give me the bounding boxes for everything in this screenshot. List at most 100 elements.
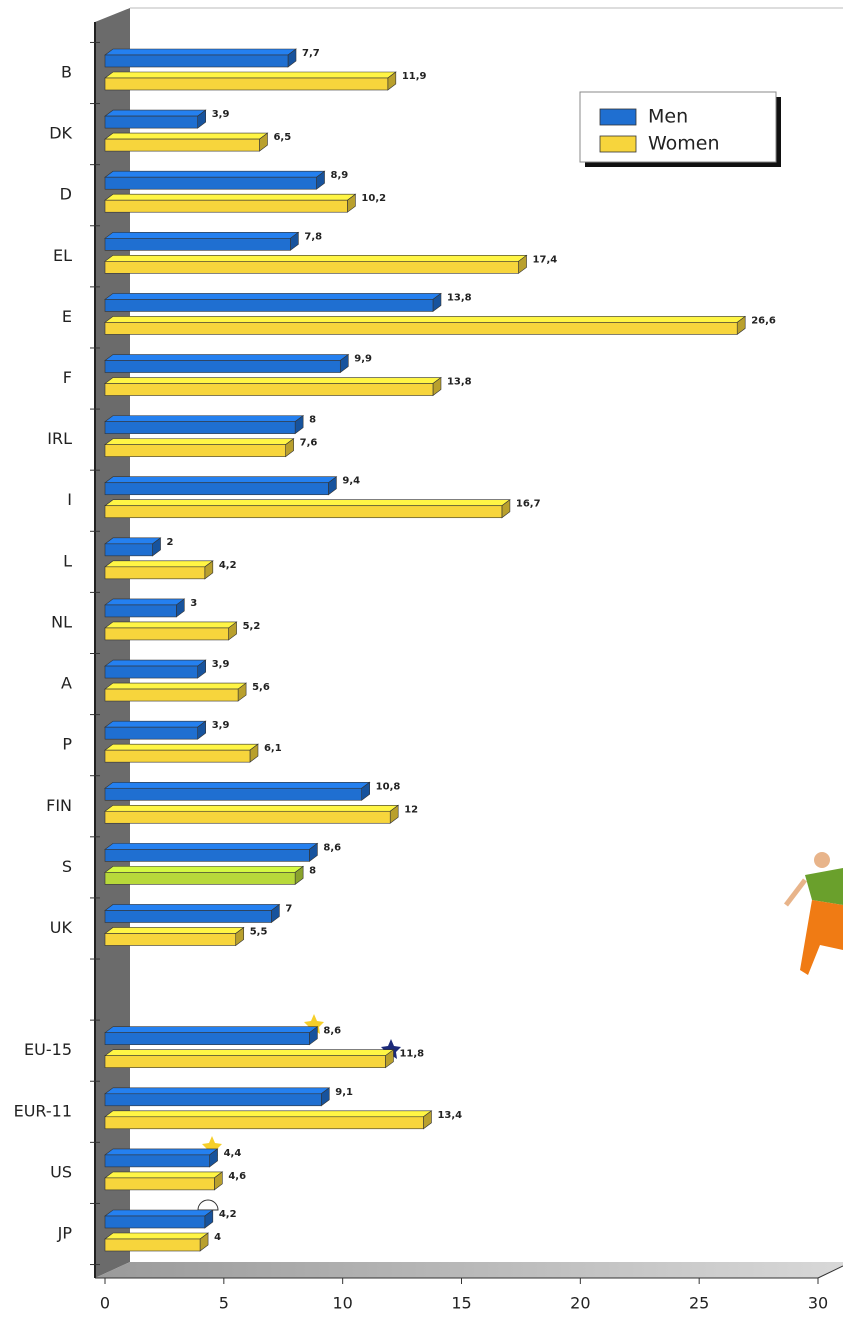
bar-top — [104, 720, 207, 728]
bar-top — [104, 843, 319, 850]
bar — [104, 505, 503, 519]
bar — [104, 1032, 310, 1045]
bar-top — [104, 1026, 319, 1033]
x-tick-label: 15 — [451, 1294, 471, 1313]
bar-top — [104, 1209, 214, 1217]
value-label: 8,6 — [323, 1026, 341, 1037]
value-label: 8,6 — [323, 842, 341, 853]
value-label: 4,4 — [224, 1148, 242, 1159]
bar — [104, 1177, 215, 1191]
bar — [104, 933, 237, 946]
bar — [104, 199, 348, 213]
bar — [104, 749, 251, 763]
bar — [104, 421, 296, 434]
bar — [104, 1238, 201, 1252]
value-label: 4,6 — [228, 1171, 246, 1182]
bar — [104, 1116, 424, 1130]
bar-top — [104, 1087, 331, 1095]
value-label: 9,4 — [342, 476, 360, 487]
value-label: 8,9 — [331, 170, 349, 181]
value-label: 11,8 — [399, 1049, 424, 1060]
value-label: 12 — [404, 804, 418, 815]
category-label: B — [61, 63, 72, 82]
value-label: 10,2 — [361, 193, 386, 204]
x-tick-label: 5 — [219, 1294, 229, 1313]
bar — [104, 482, 329, 496]
bar — [104, 566, 206, 580]
category-label: DK — [49, 124, 72, 143]
value-label: 6,5 — [273, 132, 291, 143]
bar-top — [104, 499, 511, 507]
value-label: 8 — [309, 865, 316, 876]
bar — [104, 238, 291, 251]
value-label: 17,4 — [533, 254, 558, 265]
category-label: EU-15 — [24, 1040, 72, 1059]
bar-top — [104, 1232, 209, 1240]
bar-top — [104, 377, 442, 384]
bar — [104, 1215, 206, 1229]
category-label: EUR-11 — [14, 1101, 72, 1120]
value-label: 7,8 — [304, 231, 322, 242]
category-label: A — [61, 674, 72, 693]
bar-top — [104, 598, 186, 606]
value-label: 26,6 — [751, 315, 776, 326]
bar — [104, 77, 389, 91]
bar — [104, 1093, 322, 1107]
bar — [104, 726, 198, 740]
bar — [104, 849, 310, 862]
legend: Men Women — [579, 91, 781, 167]
category-label: IRL — [47, 429, 72, 448]
value-label: 2 — [167, 537, 174, 548]
value-label: 4,2 — [219, 1209, 237, 1220]
bar-top — [104, 560, 214, 568]
value-label: 11,9 — [402, 71, 427, 82]
bar-top — [104, 415, 305, 422]
bar-top — [104, 866, 305, 873]
bar-top — [104, 232, 300, 239]
value-label: 8 — [309, 415, 316, 426]
value-label: 5,6 — [252, 682, 270, 693]
bar-top — [104, 71, 397, 79]
bar-top — [104, 354, 350, 361]
bar-top — [104, 132, 269, 140]
category-label: US — [50, 1162, 72, 1181]
bar — [104, 810, 391, 824]
category-label: FIN — [46, 796, 72, 815]
bar-top — [104, 1110, 433, 1118]
value-label: 16,7 — [516, 499, 541, 510]
bar — [104, 787, 362, 801]
bar-top — [104, 904, 281, 911]
runner — [784, 852, 843, 975]
bar — [104, 383, 434, 396]
legend-swatch — [599, 135, 637, 153]
bar — [104, 543, 153, 557]
category-label: UK — [50, 918, 73, 937]
bar-top — [104, 1171, 224, 1179]
floor — [95, 1262, 843, 1278]
x-tick-label: 25 — [689, 1294, 709, 1313]
category-label: S — [62, 857, 72, 876]
value-label: 3,9 — [212, 720, 230, 731]
value-label: 9,1 — [335, 1087, 353, 1098]
bar — [104, 627, 229, 641]
category-label: D — [60, 185, 72, 204]
value-label: 3,9 — [212, 109, 230, 120]
bar-top — [104, 316, 747, 323]
bar-top — [104, 781, 371, 789]
bar-top — [104, 193, 357, 201]
bar — [104, 604, 177, 618]
bar — [104, 360, 341, 373]
bar — [104, 299, 434, 312]
bar — [104, 665, 198, 679]
category-label: NL — [51, 612, 72, 631]
bar — [104, 176, 317, 190]
bar — [104, 54, 289, 68]
bar-top — [104, 743, 259, 751]
x-tick-label: 30 — [808, 1294, 828, 1313]
value-label: 3,9 — [212, 659, 230, 670]
category-label: P — [62, 735, 72, 754]
x-tick-label: 10 — [332, 1294, 352, 1313]
bar — [104, 910, 272, 923]
category-label: EL — [53, 246, 72, 265]
